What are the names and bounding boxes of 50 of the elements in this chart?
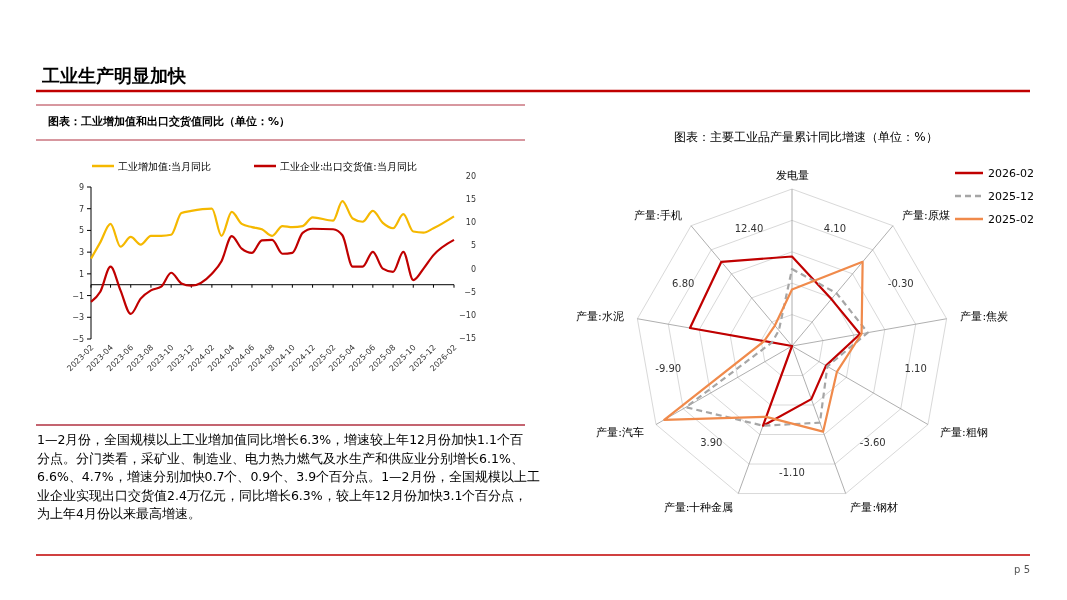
text: 6.80 — [672, 278, 695, 290]
y2-tick-label: −10 — [459, 310, 476, 320]
text: -3.60 — [859, 437, 886, 449]
legend-label: 2025-02 — [988, 213, 1034, 226]
text: -1.10 — [779, 466, 805, 478]
text: 为上年4月份以来最高增速。 — [37, 506, 201, 521]
text: 12.40 — [734, 222, 764, 234]
y2-tick-label: 0 — [470, 264, 476, 274]
spoke-label: 产量:十种金属 — [663, 500, 734, 514]
y-tick-label: 9 — [78, 183, 84, 192]
spoke-label: 产量:水泥 — [575, 310, 624, 324]
y-tick-label: 1 — [78, 269, 84, 279]
legend-label: 工业企业:出口交货值:当月同比 — [280, 161, 417, 172]
y-tick-label: 5 — [78, 226, 84, 236]
spoke-label: 产量:焦炭 — [960, 310, 1009, 324]
spoke-label: 产量:原煤 — [901, 209, 950, 223]
text: 4.10 — [823, 222, 847, 234]
legend-label: 2025-12 — [988, 190, 1034, 203]
spoke-label: 产量:钢材 — [850, 500, 899, 514]
spoke-label: 产量:粗钢 — [940, 425, 988, 439]
legend-label: 2026-02 — [988, 167, 1034, 180]
text: p 5 — [1014, 564, 1030, 575]
line-series — [89, 227, 456, 316]
y2-tick-label: 10 — [465, 218, 476, 228]
spoke-label: 产量:汽车 — [596, 425, 644, 439]
spoke-label: 发电量 — [775, 169, 809, 182]
y2-tick-label: −5 — [464, 287, 476, 297]
legend-label: 工业增加值:当月同比 — [118, 161, 212, 172]
y-tick-label: −3 — [72, 313, 84, 323]
y2-tick-label: 15 — [465, 195, 476, 205]
spoke-label: 产量:手机 — [634, 209, 683, 223]
text: 3.90 — [700, 437, 723, 449]
y2-tick-label: −15 — [459, 334, 476, 343]
y-tick-label: 3 — [78, 248, 84, 258]
text: 业企业实现出口交货值2.4万亿元，同比增长6.3%，较上年12月份加快3.1个百分点， — [37, 487, 528, 503]
chart-title: 图表：主要工业品产量累计同比增速（单位：%） — [674, 130, 938, 144]
text: 1—2月份，全国规模以上工业增加值同比增长6.3%，增速较上年12月份加快1.1个百 — [37, 432, 523, 447]
y-tick-label: 7 — [78, 204, 84, 214]
chart-title: 图表：工业增加值和出口交货值同比（单位：%） — [48, 115, 291, 128]
text: 分点。分门类看，采矿业、制造业、电力热力燃气及水生产和供应业分别增长6.1%、 — [37, 450, 524, 466]
text: 1.10 — [904, 362, 927, 374]
y-tick-label: −1 — [72, 291, 84, 301]
text: 工业生产明显加快 — [41, 65, 187, 86]
line-series — [89, 200, 456, 260]
y2-tick-label: 5 — [470, 241, 476, 251]
y2-tick-label: 20 — [465, 172, 476, 181]
text: -0.30 — [887, 278, 914, 290]
y-tick-label: −5 — [72, 335, 84, 344]
text: -9.90 — [655, 362, 682, 374]
text: 6.6%、4.7%，增速分别加快0.7个、0.9个、3.9个百分点。1—2月份，全国规模以上工 — [37, 469, 540, 484]
